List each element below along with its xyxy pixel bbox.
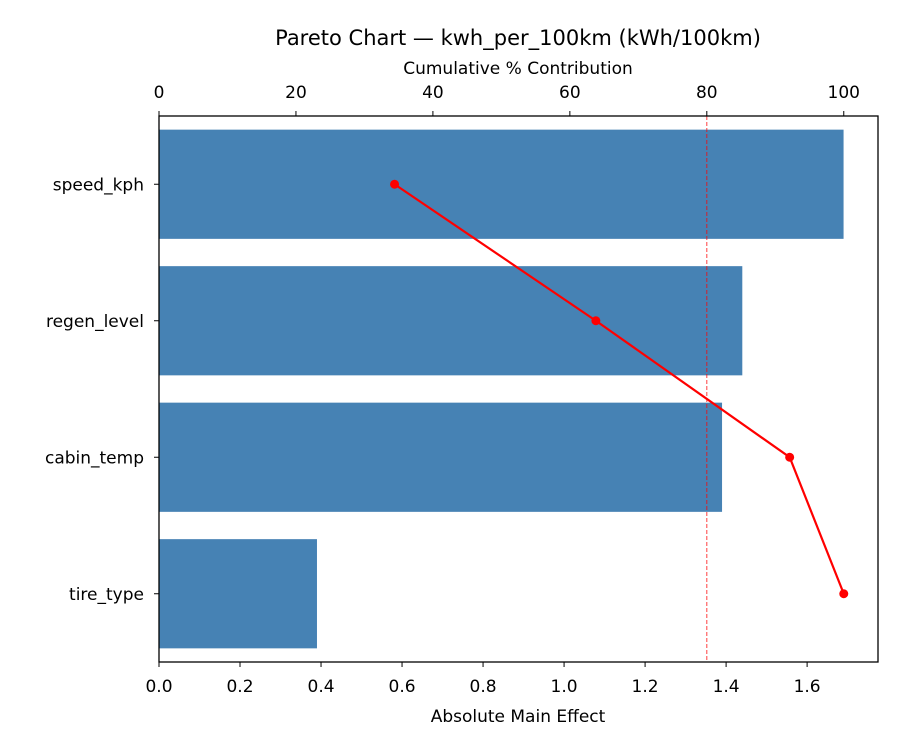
x-tick-label: 0.0 bbox=[145, 677, 172, 697]
cumulative-point-tire_type bbox=[839, 589, 849, 599]
y-tick-label: cabin_temp bbox=[45, 448, 144, 468]
x-tick-label: 0.6 bbox=[389, 677, 416, 697]
x-tick-label: 1.4 bbox=[713, 677, 740, 697]
top-x-tick-label: 20 bbox=[285, 83, 307, 103]
bar-cabin_temp bbox=[159, 402, 723, 512]
y-tick-label: tire_type bbox=[69, 585, 144, 605]
top-axis-label: Cumulative % Contribution bbox=[403, 59, 633, 79]
cumulative-point-regen_level bbox=[591, 316, 601, 326]
y-tick-label: regen_level bbox=[46, 312, 144, 332]
top-x-tick-label: 0 bbox=[154, 83, 165, 103]
x-tick-label: 1.6 bbox=[794, 677, 821, 697]
top-x-tick-label: 40 bbox=[422, 83, 444, 103]
chart-title: Pareto Chart — kwh_per_100km (kWh/100km) bbox=[275, 26, 761, 51]
bar-tire_type bbox=[159, 539, 317, 649]
x-tick-label: 0.4 bbox=[308, 677, 335, 697]
x-tick-label: 1.0 bbox=[551, 677, 578, 697]
cumulative-point-cabin_temp bbox=[785, 452, 795, 462]
y-tick-label: speed_kph bbox=[53, 175, 144, 195]
cumulative-line bbox=[393, 183, 845, 595]
top-x-tick-label: 80 bbox=[696, 83, 718, 103]
x-tick-label: 1.2 bbox=[632, 677, 659, 697]
top-x-tick-label: 60 bbox=[559, 83, 581, 103]
top-x-tick-label: 100 bbox=[828, 83, 860, 103]
x-tick-label: 0.8 bbox=[470, 677, 497, 697]
cumulative-point-speed_kph bbox=[390, 179, 400, 189]
bar-speed_kph bbox=[159, 129, 844, 239]
x-tick-label: 0.2 bbox=[226, 677, 253, 697]
plot-frame bbox=[158, 115, 879, 663]
x-axis-label: Absolute Main Effect bbox=[431, 707, 606, 727]
bar-regen_level bbox=[159, 266, 743, 376]
